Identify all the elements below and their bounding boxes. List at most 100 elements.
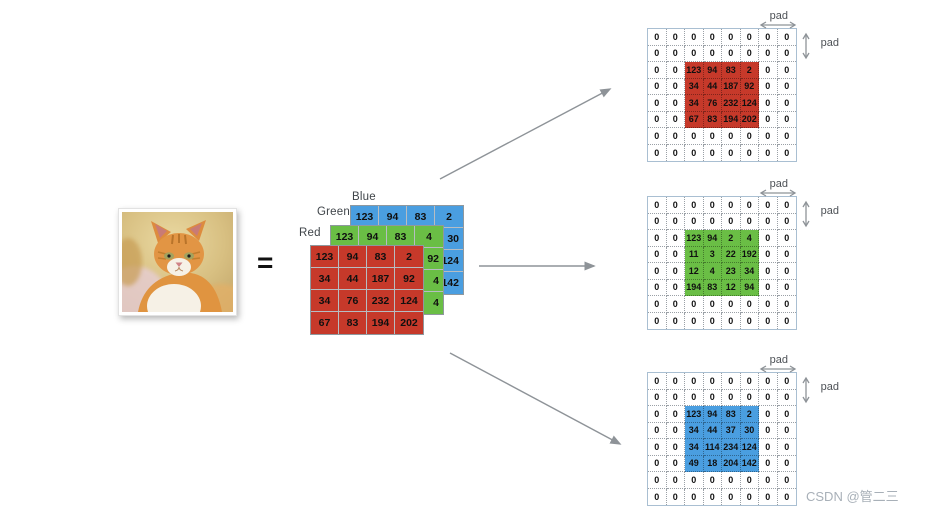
padded-cell: 0 xyxy=(722,29,741,46)
matrix-cell: 92 xyxy=(395,268,423,290)
padded-cell: 0 xyxy=(666,111,685,128)
padded-cell: 0 xyxy=(666,29,685,46)
padded-cell: 0 xyxy=(666,389,685,406)
padded-cell: 0 xyxy=(648,406,667,423)
padded-cell: 0 xyxy=(777,29,796,46)
padded-cell: 34 xyxy=(685,78,704,95)
padded-cell: 83 xyxy=(703,111,722,128)
padded-cell: 0 xyxy=(685,472,704,489)
padded-cell: 0 xyxy=(666,128,685,145)
padded-cell: 0 xyxy=(648,95,667,112)
pad-width-arrow-icon xyxy=(759,189,797,197)
matrix-cell: 187 xyxy=(367,268,395,290)
cat-illustration xyxy=(122,212,233,312)
padded-cell: 0 xyxy=(648,78,667,95)
padded-cell: 0 xyxy=(648,472,667,489)
padded-cell: 0 xyxy=(685,213,704,230)
padded-cell: 0 xyxy=(759,45,778,62)
padded-cell: 0 xyxy=(704,312,722,329)
padded-cell: 0 xyxy=(759,197,778,214)
padded-cell: 94 xyxy=(703,230,722,247)
padded-cell: 83 xyxy=(722,62,741,79)
padded-cell: 0 xyxy=(777,197,796,214)
padded-cell: 0 xyxy=(759,144,778,161)
matrix-cell: 123 xyxy=(311,246,339,268)
padded-cell: 4 xyxy=(740,230,759,247)
channel-label-blue: Blue xyxy=(352,191,376,203)
padded-cell: 0 xyxy=(759,389,778,406)
padded-cell: 0 xyxy=(784,491,790,502)
matrix-cell: 67 xyxy=(311,312,339,334)
padded-cell: 0 xyxy=(648,45,667,62)
padded-cell: 0 xyxy=(666,213,685,230)
padded-cell: 0 xyxy=(777,439,796,456)
padded-cell: 202 xyxy=(740,111,759,128)
padded-cell: 18 xyxy=(703,455,722,472)
padded-cell: 0 xyxy=(703,389,722,406)
matrix-cell: 232 xyxy=(367,290,395,312)
padded-cell: 0 xyxy=(648,389,667,406)
padded-cell: 0 xyxy=(666,373,685,390)
padded-cell: 0 xyxy=(759,62,778,79)
padded-cell: 142 xyxy=(740,455,759,472)
pad-height-arrow-icon xyxy=(802,376,810,404)
padded-cell: 194 xyxy=(685,279,704,296)
padded-cell: 0 xyxy=(759,213,778,230)
padded-cell: 0 xyxy=(722,373,741,390)
padded-cell: 0 xyxy=(648,312,667,329)
padded-cell: 49 xyxy=(685,455,704,472)
padded-cell: 0 xyxy=(666,95,685,112)
padded-cell: 0 xyxy=(740,296,759,313)
padded-cell: 123 xyxy=(685,62,704,79)
padded-cell: 34 xyxy=(685,422,704,439)
padded-cell: 0 xyxy=(740,29,759,46)
padded-cell: 0 xyxy=(759,78,778,95)
cat-image xyxy=(118,208,237,316)
padded-cell: 0 xyxy=(777,263,796,280)
pad-label-top: pad xyxy=(769,178,788,190)
padded-cell: 34 xyxy=(685,439,704,456)
padded-cell: 0 xyxy=(777,128,796,145)
padded-cell: 124 xyxy=(740,439,759,456)
watermark: CSDN @管二三 xyxy=(806,489,899,504)
padded-cell: 0 xyxy=(759,111,778,128)
padded-cell: 0 xyxy=(666,279,685,296)
matrix-cell: 34 xyxy=(311,290,339,312)
padded-cell: 0 xyxy=(648,230,667,247)
padded-cell: 0 xyxy=(648,422,667,439)
padded-cell: 0 xyxy=(666,455,685,472)
padded-cell: 0 xyxy=(703,45,722,62)
channel-label-red: Red xyxy=(299,227,321,239)
padded-cell: 0 xyxy=(740,128,759,145)
padded-cell: 0 xyxy=(685,144,704,161)
arrow-to-red-padded xyxy=(439,88,612,180)
padded-cell: 44 xyxy=(703,422,722,439)
padded-cell: 0 xyxy=(703,213,722,230)
padded-cell: 11 xyxy=(685,246,704,263)
padded-cell: 0 xyxy=(667,144,685,161)
matrix-cell: 194 xyxy=(367,312,395,334)
padded-cell: 0 xyxy=(722,296,741,313)
padded-cell: 30 xyxy=(740,422,759,439)
pad-width-arrow-icon xyxy=(759,21,797,29)
pad-height-arrow-icon xyxy=(802,32,810,60)
padded-cell: 0 xyxy=(777,472,796,489)
padded-cell: 0 xyxy=(648,296,667,313)
pad-label-right: pad xyxy=(820,37,839,49)
padded-cell: 2 xyxy=(740,62,759,79)
matrix-cell: 2 xyxy=(395,246,423,268)
padded-cell: 0 xyxy=(666,197,685,214)
pad-label-top: pad xyxy=(769,354,788,366)
padded-cell: 114 xyxy=(703,439,722,456)
padded-cell: 0 xyxy=(740,45,759,62)
padded-cell: 0 xyxy=(685,29,704,46)
padded-cell: 0 xyxy=(741,488,759,505)
padded-cell: 0 xyxy=(759,439,778,456)
padded-cell: 92 xyxy=(740,78,759,95)
padded-cell: 0 xyxy=(666,45,685,62)
padded-cell: 37 xyxy=(722,422,741,439)
padded-cell: 76 xyxy=(703,95,722,112)
padded-cell: 94 xyxy=(703,406,722,423)
padded-cell: 0 xyxy=(703,296,722,313)
